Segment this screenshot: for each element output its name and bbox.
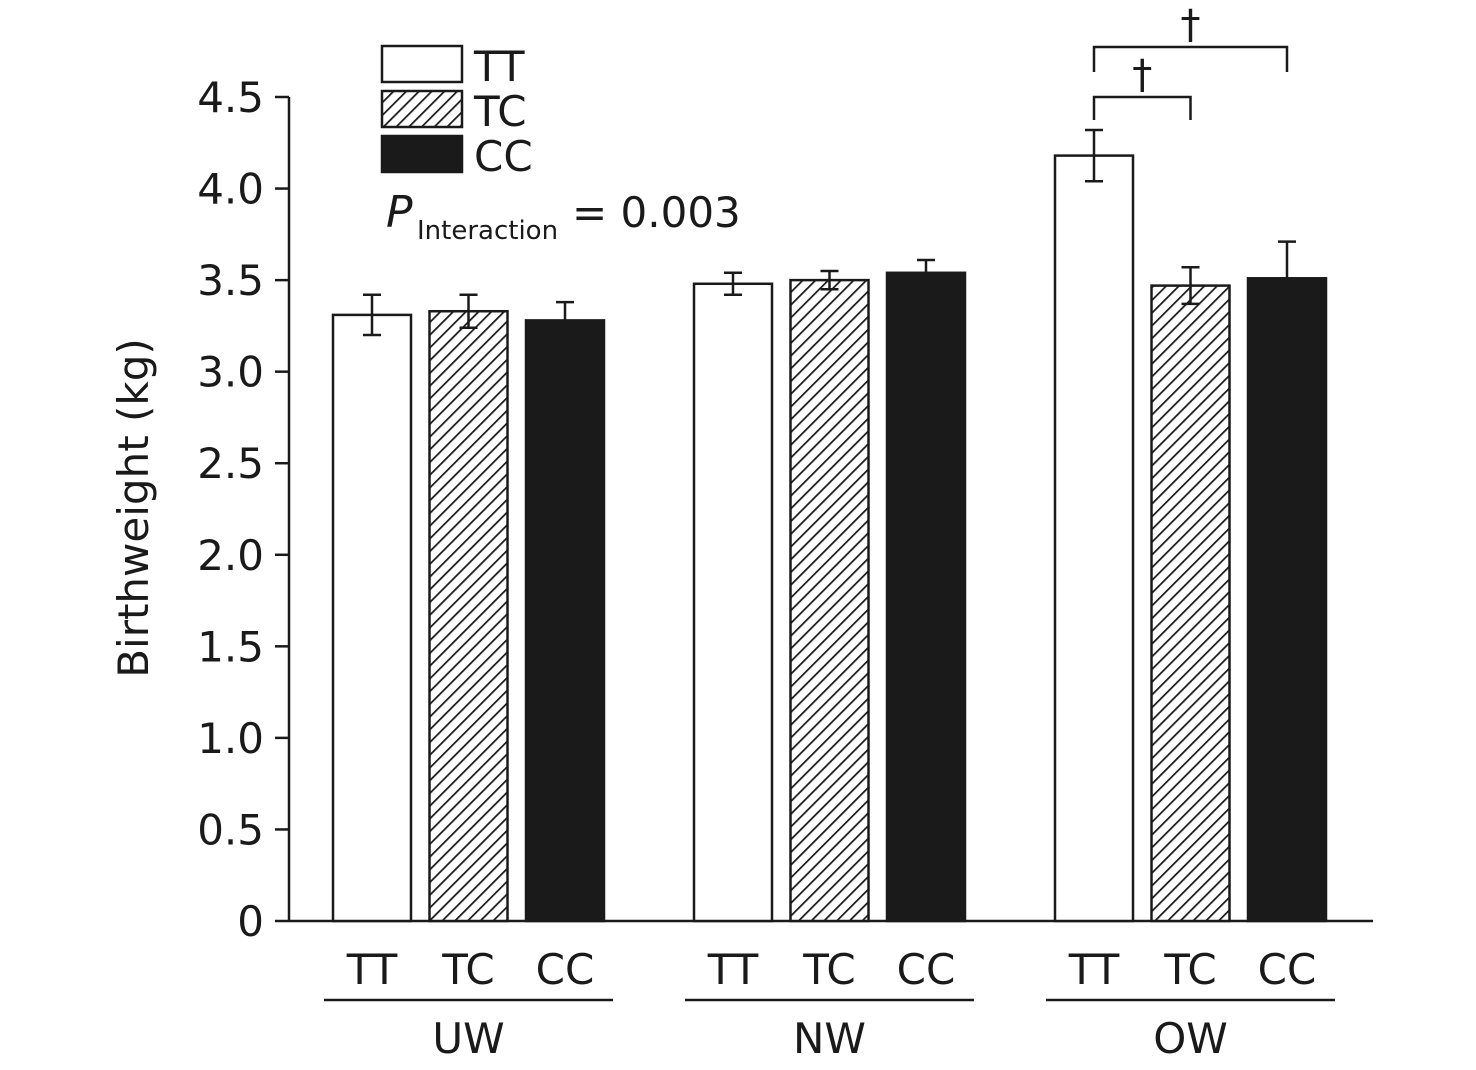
x-category-label: CC bbox=[536, 945, 595, 994]
significance-mark: † bbox=[1181, 2, 1201, 48]
group-label-uw: UW bbox=[432, 1014, 504, 1063]
axis-labels: 0 0.5 1.0 1.5 2.0 2.5 3.0 3.5 4.0 4.5 Birthweight … bbox=[109, 73, 1335, 1063]
x-category-label: CC bbox=[1258, 945, 1317, 994]
legend-swatch-tc bbox=[380, 89, 464, 129]
legend-label-cc: CC bbox=[474, 132, 533, 181]
x-category-label: TT bbox=[346, 945, 398, 994]
bracket-tt-tc bbox=[1092, 95, 1192, 120]
p-subscript: Interaction bbox=[417, 216, 558, 246]
y-tick-label: 1.0 bbox=[197, 714, 264, 763]
legend-swatch-cc bbox=[380, 134, 464, 174]
bar-ow-tt bbox=[1053, 154, 1135, 923]
bar-ow-tc bbox=[1150, 284, 1231, 923]
bars bbox=[331, 128, 1328, 923]
y-axis-label: Birthweight (kg) bbox=[109, 338, 158, 678]
legend-label-tc: TC bbox=[473, 87, 527, 136]
bar-uw-tt bbox=[331, 313, 413, 923]
bracket-tt-cc bbox=[1092, 45, 1289, 72]
y-tick-label: 3.5 bbox=[197, 256, 264, 305]
group-label-ow: OW bbox=[1153, 1014, 1228, 1063]
y-tick-label: 2.0 bbox=[197, 531, 264, 580]
bar-ow-cc bbox=[1246, 277, 1328, 923]
legend-label-tt: TT bbox=[473, 42, 525, 91]
y-tick-label: 3.0 bbox=[197, 348, 264, 397]
bar-nw-tc bbox=[789, 278, 870, 923]
bar-nw-cc bbox=[885, 271, 967, 923]
x-category-label: TT bbox=[707, 945, 759, 994]
x-category-label: TC bbox=[1163, 945, 1217, 994]
group-label-nw: NW bbox=[793, 1014, 866, 1063]
x-category-label: TT bbox=[1068, 945, 1120, 994]
y-tick-label: 0.5 bbox=[197, 805, 264, 854]
y-tick-label: 2.5 bbox=[197, 439, 264, 488]
p-symbol: P bbox=[386, 187, 413, 238]
annotations: P Interaction = 0.003 † † bbox=[386, 2, 1289, 246]
y-tick-label: 4.5 bbox=[197, 73, 264, 122]
y-tick-label: 1.5 bbox=[197, 622, 264, 671]
x-category-label: TC bbox=[441, 945, 495, 994]
y-tick-label: 4.0 bbox=[197, 165, 264, 214]
x-category-label: TC bbox=[802, 945, 856, 994]
legend-swatch-tt bbox=[380, 44, 464, 84]
bar-uw-cc bbox=[524, 319, 606, 923]
x-category-label: CC bbox=[897, 945, 956, 994]
y-tick-label: 0 bbox=[237, 897, 264, 946]
p-value: = 0.003 bbox=[572, 188, 741, 237]
bar-uw-tc bbox=[428, 309, 509, 923]
bar-nw-tt bbox=[692, 282, 774, 923]
significance-mark: † bbox=[1132, 52, 1152, 98]
